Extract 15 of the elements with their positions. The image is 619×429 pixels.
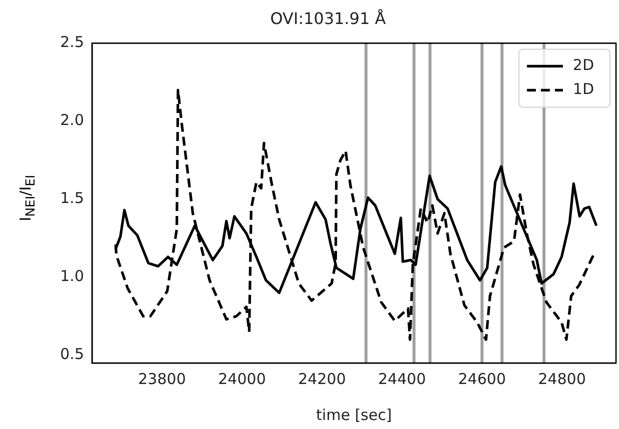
x-tick-label: 24400 xyxy=(378,370,426,388)
x-tick-label: 24200 xyxy=(298,370,346,388)
legend-label: 2D xyxy=(572,56,594,74)
y-tick-label: 2.5 xyxy=(60,33,84,52)
x-tick-label: 23800 xyxy=(138,370,186,388)
x-axis-title: time [sec] xyxy=(316,406,392,424)
legend-label: 1D xyxy=(572,80,594,98)
y-tick-label: 2.0 xyxy=(60,111,84,130)
chart-title: OVI:1031.91 Å xyxy=(270,8,386,28)
y-tick-label: 0.5 xyxy=(60,345,84,364)
x-tick-label: 24600 xyxy=(458,370,506,388)
y-tick-label: 1.0 xyxy=(60,267,84,286)
x-tick-label: 24000 xyxy=(218,370,266,388)
y-tick-label: 1.5 xyxy=(60,189,84,208)
x-tick-label: 24800 xyxy=(538,370,586,388)
